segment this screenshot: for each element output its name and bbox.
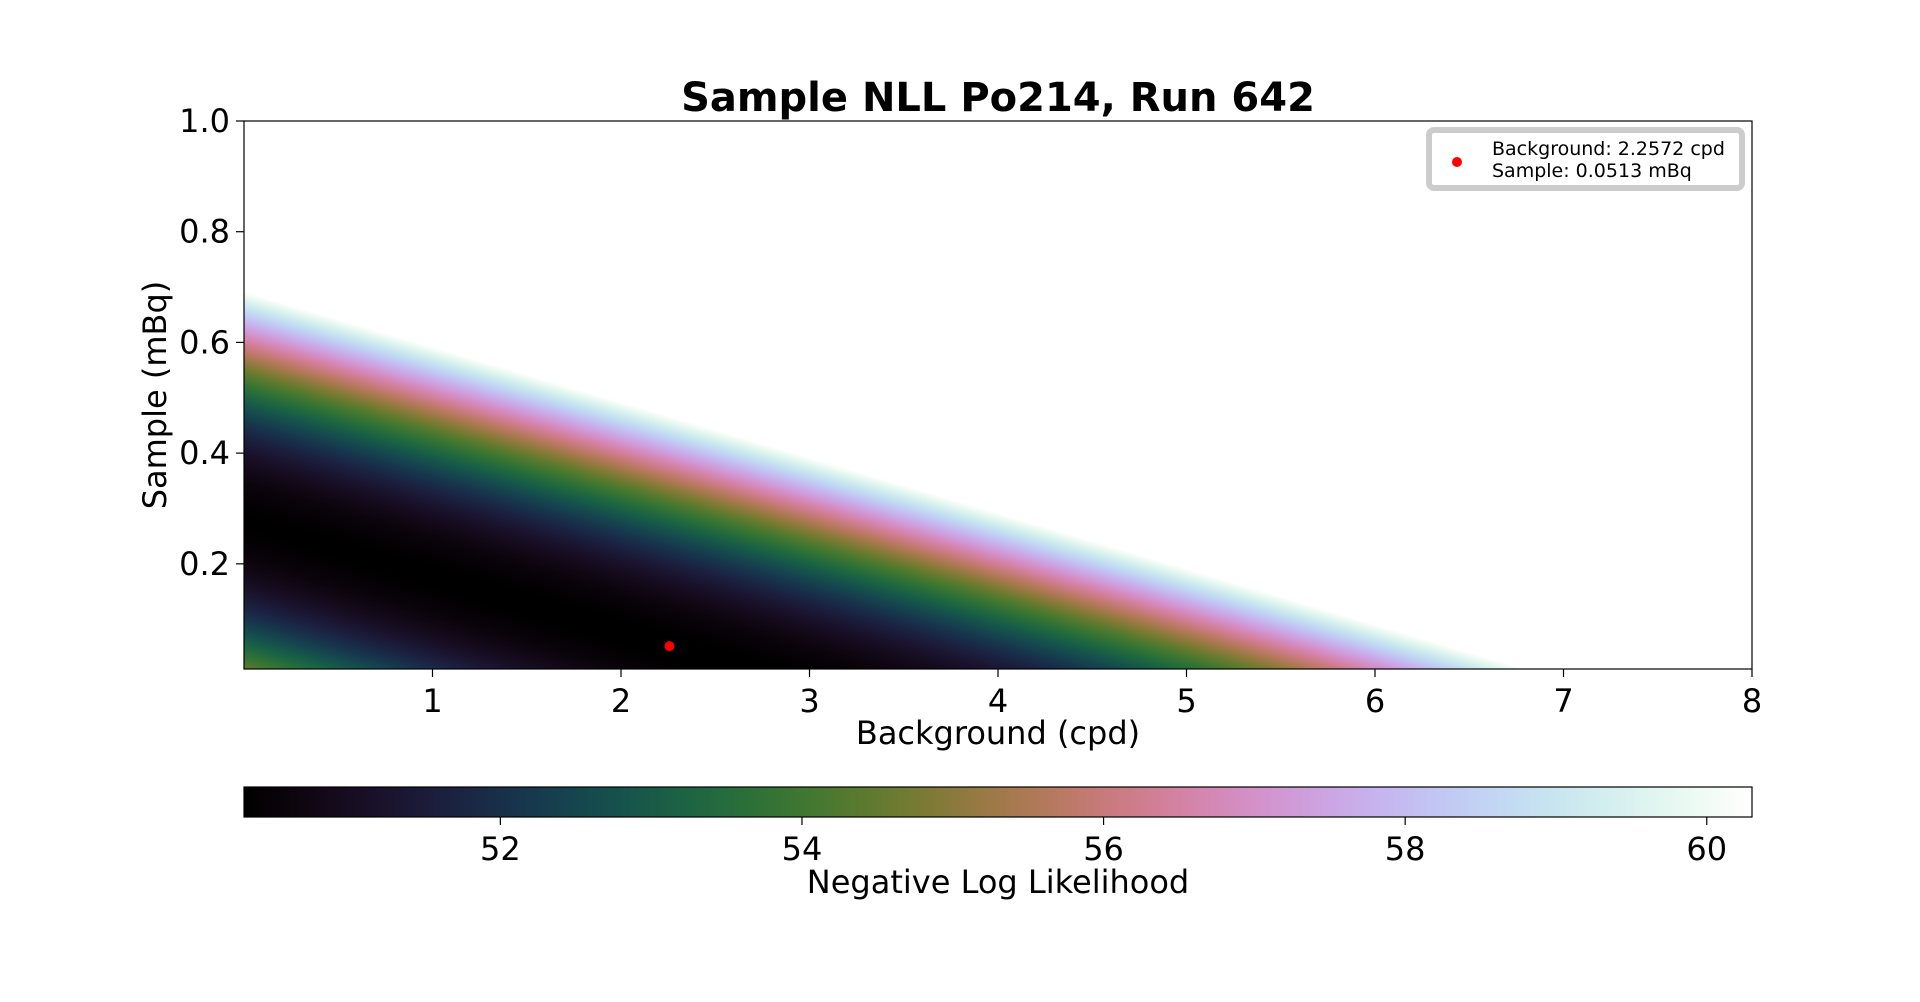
colorbar-tick-label: 60 xyxy=(1686,830,1727,868)
x-tick-label: 3 xyxy=(799,682,819,720)
colorbar-gradient xyxy=(244,787,1752,817)
x-tick-label: 1 xyxy=(422,682,442,720)
colorbar-tick-label: 54 xyxy=(782,830,823,868)
x-tick-label: 6 xyxy=(1365,682,1385,720)
y-tick-label: 1.0 xyxy=(179,102,230,140)
y-tick-label: 0.8 xyxy=(179,213,230,251)
legend-marker xyxy=(1452,157,1462,167)
y-tick-label: 0.2 xyxy=(179,545,230,583)
colorbar-tick-label: 56 xyxy=(1083,830,1124,868)
x-tick-label: 4 xyxy=(988,682,1008,720)
x-tick-label: 5 xyxy=(1176,682,1196,720)
legend-box xyxy=(1426,127,1745,191)
y-tick-label: 0.6 xyxy=(179,323,230,361)
x-tick-label: 2 xyxy=(611,682,631,720)
legend-entry-sample: Sample: 0.0513 mBq xyxy=(1492,160,1692,182)
x-axis: 1 2 3 4 5 6 7 8 xyxy=(422,669,1762,720)
plot-frame xyxy=(243,120,1753,670)
colorbar-label: Negative Log Likelihood xyxy=(807,863,1189,901)
colorbar-frame xyxy=(243,786,1753,818)
x-tick-label: 7 xyxy=(1553,682,1573,720)
x-tick-label: 8 xyxy=(1742,682,1762,720)
colorbar-tick-label: 52 xyxy=(480,830,521,868)
legend-entry-background: Background: 2.2572 cpd xyxy=(1492,138,1725,160)
x-axis-label: Background (cpd) xyxy=(856,714,1140,752)
nll-heatmap xyxy=(244,121,1752,669)
best-fit-point xyxy=(664,641,675,652)
chart-title: Sample NLL Po214, Run 642 xyxy=(681,75,1315,121)
y-axis: 0.2 0.4 0.6 0.8 1.0 xyxy=(179,102,244,583)
colorbar-tick-label: 58 xyxy=(1385,830,1426,868)
colorbar-axis: 52 54 56 58 60 xyxy=(480,817,1727,868)
y-axis-label: Sample (mBq) xyxy=(136,281,174,510)
y-tick-label: 0.4 xyxy=(179,434,230,472)
legend: Background: 2.2572 cpd Sample: 0.0513 mB… xyxy=(1426,127,1745,191)
